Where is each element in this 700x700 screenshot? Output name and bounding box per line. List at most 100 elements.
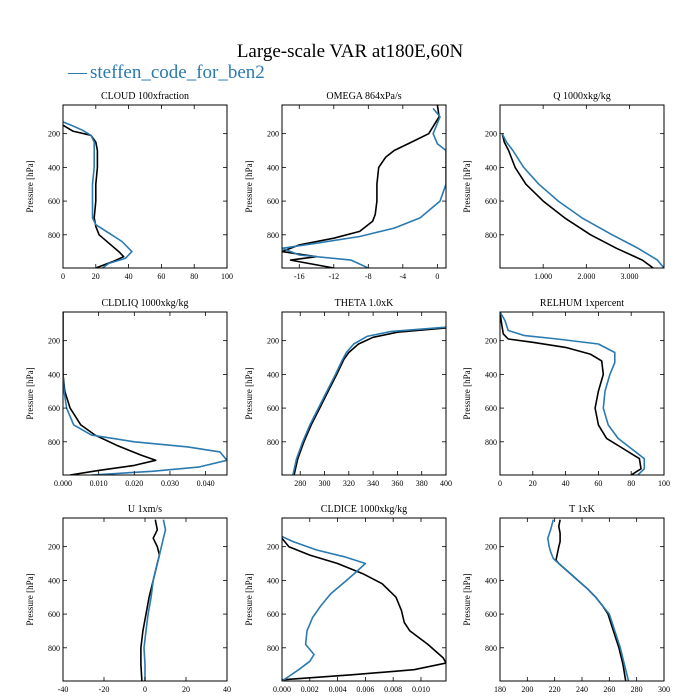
x-tick-label: 360 — [391, 479, 403, 488]
x-tick-label: 0.010 — [412, 685, 430, 694]
x-tick-label: 3.000 — [620, 272, 638, 281]
panel-title: CLOUD 100xfraction — [101, 91, 189, 102]
y-tick-label: 600 — [485, 610, 497, 619]
plot-frame — [499, 104, 665, 269]
series-line-blue — [143, 519, 167, 681]
x-tick-label: 0.000 — [273, 685, 291, 694]
x-tick-label: 40 — [125, 272, 133, 281]
y-axis-label: Pressure [hPa] — [25, 160, 35, 212]
series-line-blue — [63, 121, 133, 268]
panel: CLDLIQ 1000xkg/kg Pressure [hPa] 0.000 0.01… — [25, 298, 228, 488]
x-tick-label: 60 — [157, 272, 165, 281]
legend: — steffen_code_for_ben2 — [67, 62, 265, 83]
x-tick-label: 0.000 — [54, 479, 72, 488]
y-tick-label: 200 — [48, 543, 60, 552]
y-tick-label: 600 — [48, 404, 60, 413]
y-tick-label: 400 — [485, 576, 497, 585]
series-line-black — [63, 312, 157, 475]
y-tick-label: 800 — [485, 438, 497, 447]
panel-title: OMEGA 864xPa/s — [326, 91, 401, 102]
plot-frame — [281, 104, 447, 269]
panel-title: THETA 1.0xK — [335, 298, 394, 309]
x-tick-label: 0.020 — [125, 479, 143, 488]
y-tick-label: 200 — [267, 130, 279, 139]
x-tick-label: 100 — [658, 479, 670, 488]
series-line-blue — [282, 535, 367, 681]
panel: CLDICE 1000xkg/kg Pressure [hPa] 0.000 0.00… — [244, 504, 447, 694]
x-tick-label: 0.004 — [329, 685, 347, 694]
x-tick-label: 340 — [367, 479, 379, 488]
x-tick-label: 20 — [529, 479, 537, 488]
x-tick-label: 280 — [294, 479, 306, 488]
series-line-black — [282, 105, 440, 268]
y-tick-label: 600 — [485, 197, 497, 206]
x-tick-label: 80 — [190, 272, 198, 281]
y-tick-label: 800 — [48, 644, 60, 653]
panel-grid: CLOUD 100xfraction Pressure [hPa] 0 20 40 60 8… — [25, 91, 670, 694]
x-tick-label: 100 — [221, 272, 233, 281]
panel-title: CLDLIQ 1000xkg/kg — [102, 298, 189, 309]
legend-label: steffen_code_for_ben2 — [90, 62, 265, 83]
panel-title: CLDICE 1000xkg/kg — [321, 504, 407, 515]
x-tick-label: 400 — [440, 479, 452, 488]
y-tick-label: 800 — [48, 438, 60, 447]
panel: U 1xm/s Pressure [hPa] -40 -20 0 20 40 200 400 60… — [25, 504, 231, 694]
x-tick-label: 0.006 — [356, 685, 374, 694]
plot-frame — [62, 104, 228, 269]
x-tick-label: 0.030 — [161, 479, 179, 488]
y-tick-label: 200 — [267, 543, 279, 552]
legend-symbol: — — [67, 62, 88, 83]
x-tick-label: 300 — [658, 685, 670, 694]
plot-frame — [281, 517, 447, 682]
y-tick-label: 800 — [485, 231, 497, 240]
plot-frame — [499, 311, 665, 476]
x-tick-label: 0.008 — [384, 685, 402, 694]
y-tick-label: 400 — [48, 576, 60, 585]
x-tick-label: 20 — [92, 272, 100, 281]
panel: RELHUM 1xpercent Pressure [hPa] 0 20 40 60 80 1… — [462, 298, 670, 488]
series-line-black — [555, 519, 627, 681]
y-tick-label: 800 — [48, 231, 60, 240]
x-tick-label: -12 — [328, 272, 339, 281]
series-line-blue — [547, 519, 630, 681]
y-axis-label: Pressure [hPa] — [25, 573, 35, 625]
panel: T 1xK Pressure [hPa] 180 200 220 240 260 280 300… — [462, 504, 670, 694]
x-tick-label: 0 — [498, 479, 502, 488]
y-tick-label: 800 — [485, 644, 497, 653]
y-tick-label: 600 — [267, 610, 279, 619]
x-tick-label: 200 — [521, 685, 533, 694]
x-tick-label: 40 — [223, 685, 231, 694]
y-tick-label: 600 — [485, 404, 497, 413]
x-tick-label: -16 — [294, 272, 305, 281]
x-tick-label: 2.000 — [577, 272, 595, 281]
plot-frame — [62, 311, 228, 476]
series-line-blue — [501, 133, 664, 268]
x-tick-label: -20 — [99, 685, 110, 694]
x-tick-label: 60 — [594, 479, 602, 488]
y-tick-label: 600 — [267, 197, 279, 206]
x-tick-label: -40 — [58, 685, 69, 694]
x-tick-label: 0.040 — [197, 479, 215, 488]
plot-frame — [281, 311, 447, 476]
panel-title: RELHUM 1xpercent — [540, 298, 624, 309]
panel: Q 1000xkg/kg Pressure [hPa] 1.000 2.000 3.00… — [462, 91, 665, 281]
y-tick-label: 400 — [267, 576, 279, 585]
x-tick-label: -4 — [400, 272, 407, 281]
series-line-blue — [500, 312, 646, 475]
series-line-blue — [292, 326, 446, 475]
figure-title: Large-scale VAR at180E,60N — [237, 41, 464, 62]
panel: OMEGA 864xPa/s Pressure [hPa] -16 -12 -8 -4 0 2… — [244, 91, 447, 281]
x-tick-label: 0.002 — [301, 685, 319, 694]
y-tick-label: 800 — [267, 438, 279, 447]
x-tick-label: 20 — [182, 685, 190, 694]
x-tick-label: 180 — [494, 685, 506, 694]
x-tick-label: 80 — [627, 479, 635, 488]
series-line-blue — [63, 312, 227, 475]
x-tick-label: 280 — [631, 685, 643, 694]
x-tick-label: 0.010 — [90, 479, 108, 488]
y-tick-label: 200 — [485, 130, 497, 139]
x-tick-label: 0 — [435, 272, 439, 281]
x-tick-label: 1.000 — [534, 272, 552, 281]
x-tick-label: 40 — [562, 479, 570, 488]
